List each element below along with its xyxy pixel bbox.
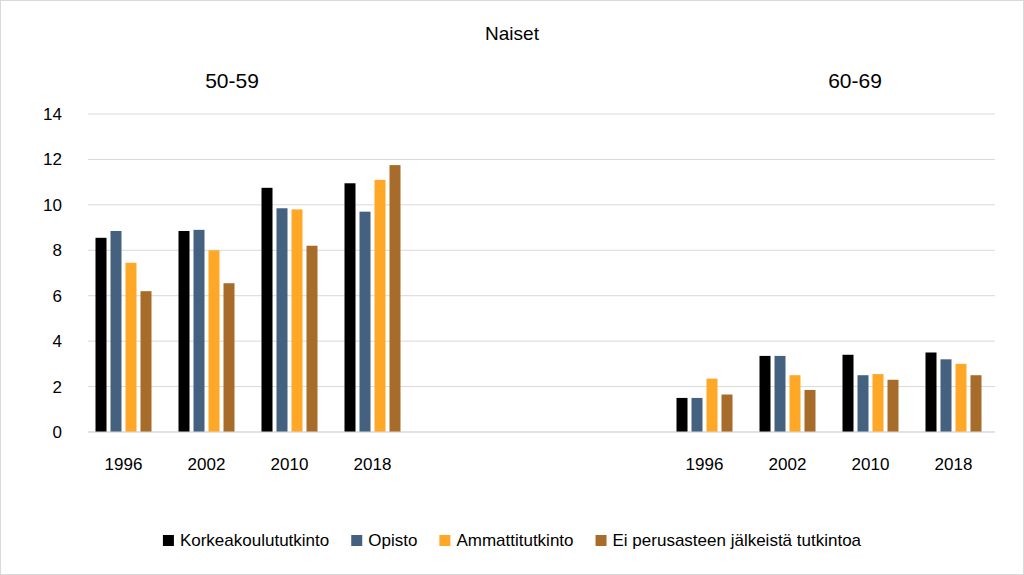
bar (111, 231, 122, 432)
bar (277, 208, 288, 432)
x-tick-label: 2018 (935, 455, 973, 474)
grid-line (88, 159, 995, 160)
bar (956, 364, 967, 432)
bar (96, 238, 107, 432)
y-tick-label: 0 (53, 423, 62, 442)
bar (360, 212, 371, 432)
chart: Naiset 50-59 60-69 0 2 4 6 8 10 12 14 1996 2002 2010 2… (0, 0, 1024, 575)
bar (307, 246, 318, 432)
bar (858, 375, 869, 432)
legend-swatch (596, 535, 607, 546)
legend-item: Korkeakoulututkinto (163, 531, 329, 550)
bars (96, 165, 982, 432)
legend-item: Ammattitutkinto (439, 531, 573, 550)
legend-item: Ei perusasteen jälkeistä tutkintoa (596, 531, 862, 550)
bar (179, 231, 190, 432)
legend-swatch (439, 535, 450, 546)
y-tick-label: 14 (43, 105, 62, 124)
y-tick-label: 8 (53, 241, 62, 260)
bar (760, 356, 771, 432)
bar (292, 209, 303, 432)
bar (722, 395, 733, 432)
bar (262, 188, 273, 432)
legend-item: Opisto (351, 531, 417, 550)
bar (873, 374, 884, 432)
legend: Korkeakoulututkinto Opisto Ammattitutkinto… (163, 531, 862, 550)
y-tick-label: 4 (53, 332, 62, 351)
legend-swatch (351, 535, 362, 546)
legend-label: Ei perusasteen jälkeistä tutkintoa (613, 531, 862, 550)
bar (775, 356, 786, 432)
bar (375, 180, 386, 432)
bar (224, 283, 235, 432)
y-tick-label: 6 (53, 287, 62, 306)
bar (692, 398, 703, 432)
grid (88, 114, 995, 432)
annotation: 50-59 (205, 69, 259, 92)
chart-title: Naiset (485, 23, 540, 44)
x-axis-line (88, 432, 995, 433)
bar (971, 375, 982, 432)
x-tick-label: 2010 (271, 455, 309, 474)
legend-label: Opisto (368, 531, 417, 550)
bar (677, 398, 688, 432)
bar (888, 380, 899, 432)
bar (790, 375, 801, 432)
x-tick-label: 2002 (769, 455, 807, 474)
x-tick-label: 2010 (852, 455, 890, 474)
bar (390, 165, 401, 432)
y-tick-label: 12 (43, 150, 62, 169)
legend-label: Ammattitutkinto (456, 531, 573, 550)
grid-line (88, 114, 995, 115)
bar (209, 250, 220, 432)
y-tick-label: 10 (43, 196, 62, 215)
bar (926, 353, 937, 433)
x-tick-label: 2002 (188, 455, 226, 474)
bar (805, 390, 816, 432)
bar (141, 291, 152, 432)
bar (126, 263, 137, 432)
x-tick-label: 1996 (105, 455, 143, 474)
bar (941, 359, 952, 432)
grid-line (88, 204, 995, 205)
bar (707, 379, 718, 432)
x-tick-label: 1996 (686, 455, 724, 474)
bar (843, 355, 854, 432)
legend-label: Korkeakoulututkinto (180, 531, 329, 550)
annotation: 60-69 (828, 69, 882, 92)
y-tick-label: 2 (53, 378, 62, 397)
bar (194, 230, 205, 432)
x-tick-label: 2018 (354, 455, 392, 474)
grid-line (88, 250, 995, 251)
bar (345, 183, 356, 432)
grid-line (88, 432, 995, 433)
legend-swatch (163, 535, 174, 546)
